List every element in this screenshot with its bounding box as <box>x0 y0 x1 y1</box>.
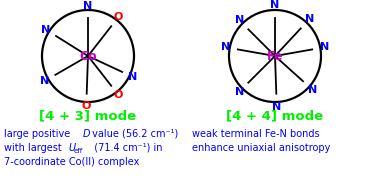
Text: enhance uniaxial anisotropy: enhance uniaxial anisotropy <box>192 143 330 153</box>
Text: U: U <box>68 143 75 153</box>
Text: D: D <box>83 129 91 139</box>
Text: large positive: large positive <box>4 129 73 139</box>
Text: N: N <box>320 42 329 52</box>
Text: N: N <box>41 25 50 35</box>
Text: N: N <box>272 101 282 112</box>
Text: 7-coordinate Co(II) complex: 7-coordinate Co(II) complex <box>4 157 139 167</box>
Text: value (56.2 cm⁻¹): value (56.2 cm⁻¹) <box>89 129 178 139</box>
Text: weak terminal Fe-N bonds: weak terminal Fe-N bonds <box>192 129 320 139</box>
Text: with largest: with largest <box>4 143 65 153</box>
Text: N: N <box>270 0 280 10</box>
Text: O: O <box>114 90 123 100</box>
Text: O: O <box>114 12 123 22</box>
Text: N: N <box>234 15 244 25</box>
Text: O: O <box>82 101 91 111</box>
Text: N: N <box>305 14 314 24</box>
Text: Co: Co <box>79 50 97 63</box>
Text: N: N <box>40 76 50 86</box>
Text: [4 + 3] mode: [4 + 3] mode <box>39 109 137 122</box>
Text: N: N <box>234 87 244 97</box>
Text: N: N <box>128 72 138 82</box>
Text: Fe: Fe <box>267 50 283 63</box>
Text: eff: eff <box>74 148 83 154</box>
Text: N: N <box>220 42 230 52</box>
Text: [4 + 4] mode: [4 + 4] mode <box>226 109 323 122</box>
Text: (71.4 cm⁻¹) in: (71.4 cm⁻¹) in <box>88 143 163 153</box>
Text: N: N <box>84 1 93 11</box>
Text: N: N <box>308 85 317 95</box>
